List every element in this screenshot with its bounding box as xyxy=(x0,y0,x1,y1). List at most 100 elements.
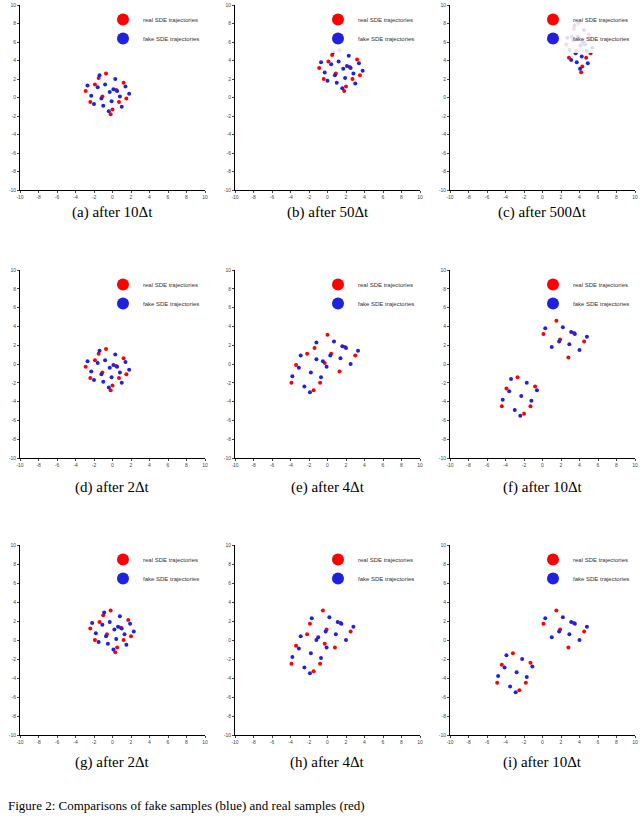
svg-text:4: 4 xyxy=(443,57,446,63)
svg-text:6: 6 xyxy=(167,739,170,745)
svg-text:4: 4 xyxy=(228,323,231,329)
svg-text:-2: -2 xyxy=(442,656,447,662)
svg-text:-4: -4 xyxy=(73,462,78,468)
svg-text:0: 0 xyxy=(443,361,446,367)
svg-text:2: 2 xyxy=(228,76,231,82)
svg-text:10: 10 xyxy=(225,2,231,8)
svg-text:4: 4 xyxy=(13,599,16,605)
svg-text:8: 8 xyxy=(13,286,16,292)
svg-text:8: 8 xyxy=(443,286,446,292)
svg-text:0: 0 xyxy=(443,637,446,643)
svg-text:8: 8 xyxy=(443,20,446,26)
svg-text:-2: -2 xyxy=(92,739,97,745)
svg-text:-4: -4 xyxy=(73,194,78,200)
svg-text:6: 6 xyxy=(443,39,446,45)
svg-text:real SDE trajectories: real SDE trajectories xyxy=(358,282,413,288)
svg-text:-2: -2 xyxy=(92,194,97,200)
svg-text:-10: -10 xyxy=(224,455,231,461)
svg-text:-8: -8 xyxy=(12,168,17,174)
svg-text:Figure 2: Comparisons of fake: Figure 2: Comparisons of fake samples (b… xyxy=(8,798,365,813)
svg-text:-2: -2 xyxy=(522,194,527,200)
svg-text:2: 2 xyxy=(443,618,446,624)
svg-text:real SDE trajectories: real SDE trajectories xyxy=(358,557,413,563)
svg-text:10: 10 xyxy=(632,739,638,745)
svg-text:-2: -2 xyxy=(227,380,232,386)
svg-text:0: 0 xyxy=(111,462,114,468)
svg-text:2: 2 xyxy=(13,618,16,624)
svg-text:-8: -8 xyxy=(227,713,232,719)
svg-text:6: 6 xyxy=(597,194,600,200)
svg-text:4: 4 xyxy=(13,57,16,63)
svg-text:(c) after 500Δt: (c) after 500Δt xyxy=(498,204,587,221)
svg-text:2: 2 xyxy=(560,462,563,468)
svg-text:-2: -2 xyxy=(522,739,527,745)
svg-text:-2: -2 xyxy=(307,739,312,745)
svg-text:(a) after 10Δt: (a) after 10Δt xyxy=(72,204,153,221)
svg-text:0: 0 xyxy=(541,739,544,745)
svg-text:-10: -10 xyxy=(231,194,238,200)
svg-text:10: 10 xyxy=(202,194,208,200)
svg-text:0: 0 xyxy=(541,194,544,200)
svg-text:6: 6 xyxy=(228,580,231,586)
svg-text:-8: -8 xyxy=(466,462,471,468)
svg-text:8: 8 xyxy=(443,561,446,567)
svg-text:-4: -4 xyxy=(442,131,447,137)
svg-text:4: 4 xyxy=(148,739,151,745)
svg-text:-4: -4 xyxy=(12,398,17,404)
svg-text:-8: -8 xyxy=(442,713,447,719)
svg-text:4: 4 xyxy=(443,323,446,329)
svg-text:-8: -8 xyxy=(251,194,256,200)
svg-text:0: 0 xyxy=(541,462,544,468)
svg-text:2: 2 xyxy=(345,739,348,745)
svg-text:-8: -8 xyxy=(227,168,232,174)
svg-text:6: 6 xyxy=(13,39,16,45)
svg-text:0: 0 xyxy=(228,361,231,367)
svg-text:-4: -4 xyxy=(503,462,508,468)
svg-text:-6: -6 xyxy=(270,194,275,200)
svg-text:fake SDE trajectories: fake SDE trajectories xyxy=(143,36,199,42)
svg-text:8: 8 xyxy=(185,462,188,468)
svg-text:-8: -8 xyxy=(227,436,232,442)
svg-text:-6: -6 xyxy=(227,694,232,700)
svg-text:8: 8 xyxy=(615,462,618,468)
svg-text:fake SDE trajectories: fake SDE trajectories xyxy=(143,576,199,582)
svg-text:10: 10 xyxy=(632,194,638,200)
svg-text:8: 8 xyxy=(228,561,231,567)
svg-text:8: 8 xyxy=(615,194,618,200)
svg-text:-2: -2 xyxy=(227,656,232,662)
svg-text:-6: -6 xyxy=(12,150,17,156)
svg-text:0: 0 xyxy=(326,739,329,745)
svg-text:2: 2 xyxy=(443,76,446,82)
svg-text:(b) after 50Δt: (b) after 50Δt xyxy=(287,204,369,221)
svg-text:6: 6 xyxy=(597,462,600,468)
svg-text:-10: -10 xyxy=(9,187,16,193)
svg-text:6: 6 xyxy=(382,739,385,745)
svg-text:real SDE trajectories: real SDE trajectories xyxy=(573,282,628,288)
svg-text:-4: -4 xyxy=(227,131,232,137)
svg-text:10: 10 xyxy=(440,542,446,548)
svg-text:6: 6 xyxy=(13,580,16,586)
svg-text:8: 8 xyxy=(228,20,231,26)
svg-text:4: 4 xyxy=(148,194,151,200)
svg-text:-6: -6 xyxy=(55,194,60,200)
svg-text:-6: -6 xyxy=(227,150,232,156)
svg-text:0: 0 xyxy=(326,462,329,468)
svg-text:6: 6 xyxy=(167,462,170,468)
svg-text:(h) after 4Δt: (h) after 4Δt xyxy=(290,754,365,771)
svg-text:8: 8 xyxy=(13,20,16,26)
svg-text:0: 0 xyxy=(13,637,16,643)
svg-text:-4: -4 xyxy=(442,398,447,404)
svg-text:-2: -2 xyxy=(522,462,527,468)
svg-text:2: 2 xyxy=(13,76,16,82)
svg-text:-6: -6 xyxy=(485,739,490,745)
svg-text:4: 4 xyxy=(363,194,366,200)
svg-text:8: 8 xyxy=(185,739,188,745)
svg-text:-10: -10 xyxy=(446,739,453,745)
svg-text:8: 8 xyxy=(615,739,618,745)
svg-text:0: 0 xyxy=(228,94,231,100)
svg-text:real SDE trajectories: real SDE trajectories xyxy=(143,282,198,288)
svg-text:-6: -6 xyxy=(485,194,490,200)
svg-text:fake SDE trajectories: fake SDE trajectories xyxy=(573,576,629,582)
svg-text:-10: -10 xyxy=(9,455,16,461)
svg-text:10: 10 xyxy=(10,267,16,273)
